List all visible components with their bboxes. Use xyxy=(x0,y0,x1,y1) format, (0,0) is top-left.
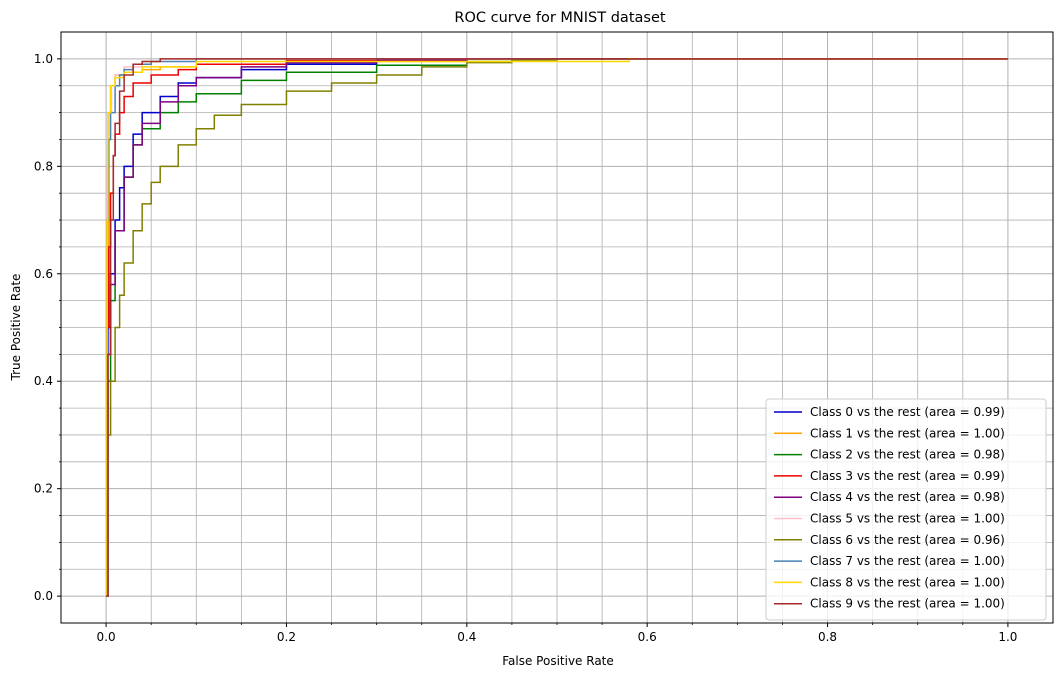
chart-title: ROC curve for MNIST dataset xyxy=(454,10,665,26)
y-tick-label: 0.2 xyxy=(34,482,53,496)
series-line-class-2 xyxy=(106,58,1008,597)
legend-entry: Class 4 vs the rest (area = 0.98) xyxy=(810,490,1005,504)
series-line-class-9 xyxy=(106,58,1008,597)
y-tick-label: 1.0 xyxy=(34,52,53,66)
x-tick-label: 0.2 xyxy=(277,630,296,644)
series-line-class-3 xyxy=(106,58,1008,597)
series-line-class-8 xyxy=(106,58,1008,597)
legend-entry: Class 3 vs the rest (area = 0.99) xyxy=(810,469,1005,483)
legend-entry: Class 2 vs the rest (area = 0.98) xyxy=(810,448,1005,462)
y-tick-label: 0.4 xyxy=(34,374,53,388)
legend-entry: Class 9 vs the rest (area = 1.00) xyxy=(810,597,1005,611)
series-line-class-4 xyxy=(106,58,1008,597)
y-axis-label: True Positive Rate xyxy=(9,274,23,382)
legend-entry: Class 8 vs the rest (area = 1.00) xyxy=(810,575,1005,589)
x-tick-label: 1.0 xyxy=(998,630,1017,644)
y-tick-label: 0.6 xyxy=(34,267,53,281)
legend-entry: Class 7 vs the rest (area = 1.00) xyxy=(810,554,1005,568)
legend-entry: Class 1 vs the rest (area = 1.00) xyxy=(810,426,1005,440)
x-axis-label: False Positive Rate xyxy=(502,654,614,668)
x-tick-label: 0.4 xyxy=(457,630,476,644)
x-tick-label: 0.8 xyxy=(818,630,837,644)
y-tick-label: 0.0 xyxy=(34,589,53,603)
y-tick-label: 0.8 xyxy=(34,159,53,173)
legend-box xyxy=(765,398,1047,621)
legend: Class 0 vs the rest (area = 0.99) Class 1… xyxy=(765,398,1047,621)
legend-entry: Class 0 vs the rest (area = 0.99) xyxy=(810,405,1005,419)
axis-ticks: 0.0 0.2 0.4 0.6 0.8 1.0 0.0 0.2 0.4 0.6 0.8 1.0 xyxy=(34,52,1018,644)
legend-entry: Class 5 vs the rest (area = 1.00) xyxy=(810,512,1005,526)
x-tick-label: 0.6 xyxy=(638,630,657,644)
legend-entry: Class 6 vs the rest (area = 0.96) xyxy=(810,533,1005,547)
plot-lines xyxy=(106,58,1008,597)
x-tick-label: 0.0 xyxy=(97,630,116,644)
series-line-class-6 xyxy=(106,58,1008,597)
